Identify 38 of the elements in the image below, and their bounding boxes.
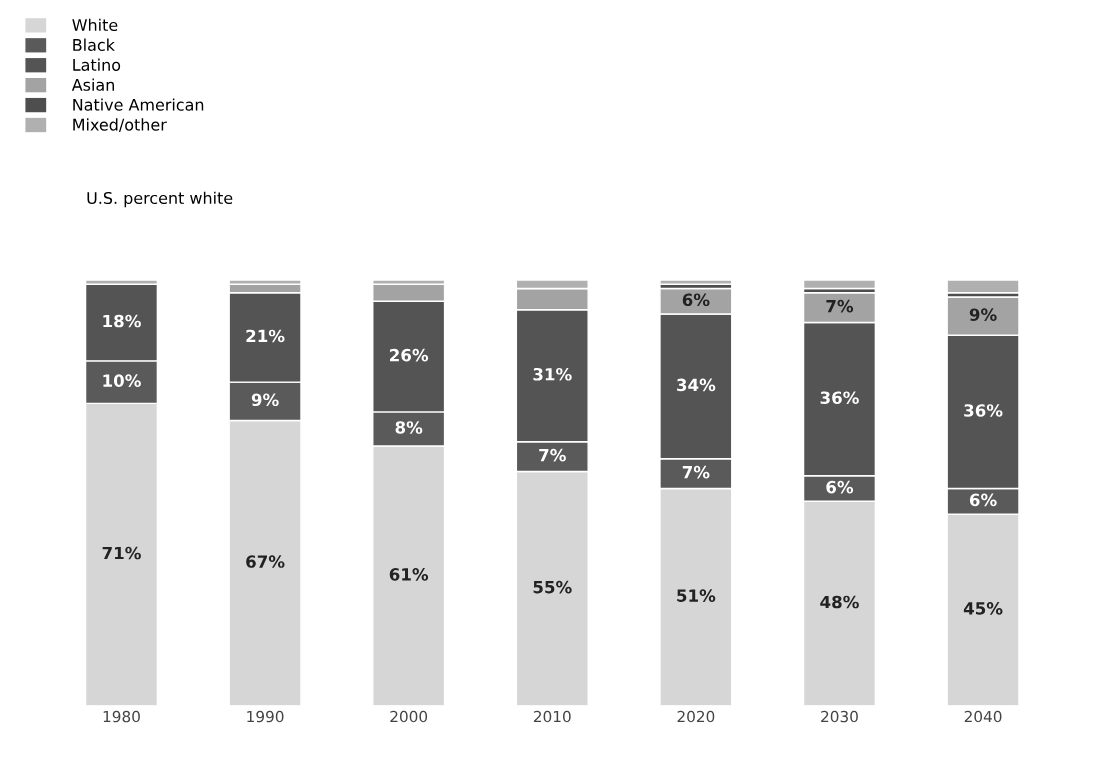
data-label: 71% xyxy=(102,546,141,560)
data-label: 18% xyxy=(103,314,141,328)
data-label: 61% xyxy=(389,568,429,581)
data-label: 31% xyxy=(533,367,572,381)
data-label: 34% xyxy=(677,378,716,392)
x-tick-label: 1990 xyxy=(247,710,284,723)
x-tick-label: 2030 xyxy=(821,710,858,723)
data-label: 10% xyxy=(103,374,141,387)
data-label: 51% xyxy=(677,589,716,602)
x-tick-label: 2010 xyxy=(533,710,571,723)
data-label: 36% xyxy=(820,391,859,404)
data-label: 67% xyxy=(246,555,285,568)
data-label: 48% xyxy=(820,595,859,609)
legend-label: White xyxy=(72,18,118,32)
data-label: 9% xyxy=(251,393,279,407)
data-label: 9% xyxy=(969,308,997,321)
legend-label: Mixed/other xyxy=(73,118,167,132)
legend-label: Asian xyxy=(71,78,114,91)
data-label: 45% xyxy=(963,602,1003,615)
data-label: 6% xyxy=(969,493,997,507)
data-label: 6% xyxy=(682,293,710,307)
text: U.S. percent white xyxy=(87,191,233,208)
x-tick-label: 2020 xyxy=(677,710,715,723)
data-label: 55% xyxy=(533,580,572,594)
data-label: 7% xyxy=(682,465,710,479)
x-tick-label: 2040 xyxy=(964,710,1002,723)
data-label: 26% xyxy=(390,348,429,362)
data-label: 7% xyxy=(826,299,854,313)
data-label: 6% xyxy=(826,480,854,494)
data-label: 8% xyxy=(395,421,423,434)
data-label: 36% xyxy=(964,404,1003,417)
x-tick-label: 2000 xyxy=(390,710,428,723)
x-tick-label: 1980 xyxy=(103,710,140,723)
legend-label: Latino xyxy=(73,58,121,71)
data-label: 7% xyxy=(539,448,566,462)
legend-label: Black xyxy=(73,38,115,51)
legend-label: Native American xyxy=(73,98,204,111)
data-label: 21% xyxy=(246,329,285,343)
